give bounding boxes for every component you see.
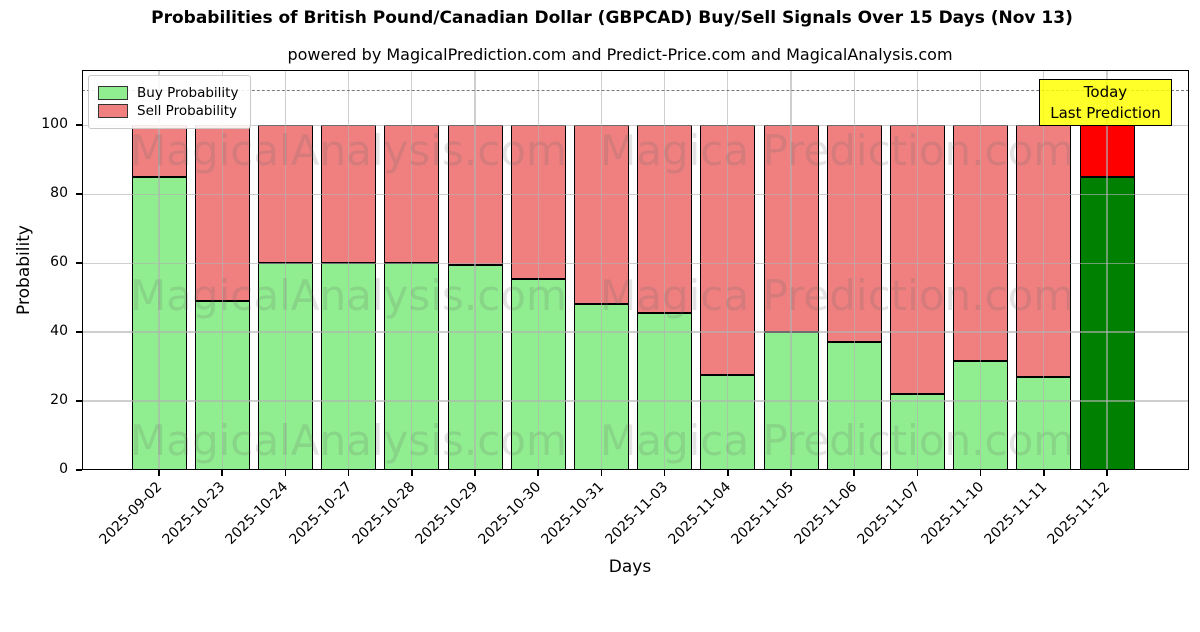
vertical-gridline bbox=[853, 70, 855, 470]
vertical-gridline bbox=[790, 70, 792, 470]
y-tick-mark bbox=[76, 400, 82, 402]
x-axis-label: Days bbox=[608, 557, 652, 577]
vertical-gridline bbox=[916, 70, 918, 470]
horizontal-gridline bbox=[82, 124, 1189, 126]
y-tick-mark bbox=[76, 331, 82, 333]
today-annotation-line2: Last Prediction bbox=[1050, 104, 1161, 122]
watermark-text: Magica Prediction.com bbox=[600, 416, 1075, 465]
chart-subtitle: powered by MagicalPrediction.com and Pre… bbox=[287, 45, 953, 64]
buy-color-swatch bbox=[98, 86, 128, 100]
vertical-gridline bbox=[664, 70, 666, 470]
vertical-gridline bbox=[537, 70, 539, 470]
vertical-gridline bbox=[474, 70, 476, 470]
legend-label-buy: Buy Probability bbox=[137, 85, 239, 101]
today-annotation-line1: Today bbox=[1083, 83, 1128, 101]
y-tick-label: 100 bbox=[41, 116, 68, 133]
vertical-gridline bbox=[980, 70, 982, 470]
horizontal-gridline bbox=[82, 400, 1189, 402]
y-tick-mark bbox=[76, 124, 82, 126]
horizontal-gridline bbox=[82, 331, 1189, 333]
watermark-text: MagicalAnalysis.com bbox=[130, 416, 567, 465]
y-tick-label: 80 bbox=[50, 185, 68, 202]
today-annotation: Today Last Prediction bbox=[1039, 79, 1172, 126]
y-tick-mark bbox=[76, 193, 82, 195]
chart-title: Probabilities of British Pound/Canadian … bbox=[151, 8, 1073, 28]
x-tick-mark bbox=[663, 470, 666, 476]
y-tick-label: 40 bbox=[50, 323, 68, 340]
vertical-gridline bbox=[284, 70, 286, 470]
x-tick-mark bbox=[1043, 470, 1045, 476]
vertical-gridline bbox=[600, 70, 602, 470]
x-tick-mark bbox=[221, 470, 223, 476]
y-tick-label: 20 bbox=[50, 392, 68, 409]
chart-figure: Probabilities of British Pound/Canadian … bbox=[14, 8, 1189, 577]
x-tick-mark bbox=[979, 470, 982, 476]
x-tick-mark bbox=[790, 470, 792, 476]
y-tick-mark bbox=[76, 469, 82, 471]
vertical-gridline bbox=[1043, 70, 1045, 470]
vertical-gridline bbox=[221, 70, 223, 470]
watermark-text: MagicalAnalysis.com bbox=[130, 271, 567, 320]
x-tick-mark bbox=[284, 470, 287, 476]
legend: Buy Probability Sell Probability bbox=[88, 75, 252, 129]
x-tick-mark bbox=[411, 470, 413, 476]
sell-color-swatch bbox=[98, 104, 128, 118]
plot-area: Buy Probability Sell Probability Today L… bbox=[82, 70, 1189, 470]
x-tick-mark bbox=[474, 470, 476, 476]
x-tick-mark bbox=[347, 470, 350, 476]
x-tick-mark bbox=[1106, 470, 1108, 476]
horizontal-gridline bbox=[82, 262, 1189, 264]
horizontal-gridline bbox=[82, 193, 1189, 195]
y-tick-mark bbox=[76, 262, 82, 264]
y-tick-label: 0 bbox=[59, 461, 68, 477]
vertical-gridline bbox=[411, 70, 413, 470]
x-tick-mark bbox=[853, 470, 855, 476]
legend-item-sell: Sell Probability bbox=[98, 103, 238, 119]
watermark-text: Magica Prediction.com bbox=[600, 126, 1075, 175]
legend-label-sell: Sell Probability bbox=[137, 103, 238, 119]
dashed-threshold-line bbox=[82, 89, 1189, 91]
x-tick-mark bbox=[158, 470, 160, 476]
watermark-text: MagicalAnalysis.com bbox=[130, 126, 567, 175]
legend-item-buy: Buy Probability bbox=[98, 85, 238, 101]
x-tick-mark bbox=[916, 470, 919, 476]
vertical-gridline bbox=[348, 70, 350, 470]
x-tick-mark bbox=[600, 470, 603, 476]
x-tick-mark bbox=[537, 470, 539, 476]
y-tick-label: 60 bbox=[50, 254, 68, 271]
vertical-gridline bbox=[158, 70, 160, 470]
vertical-gridline bbox=[1106, 70, 1108, 470]
x-tick-mark bbox=[727, 470, 729, 476]
watermark-text: Magica Prediction.com bbox=[600, 271, 1075, 320]
vertical-gridline bbox=[727, 70, 729, 470]
